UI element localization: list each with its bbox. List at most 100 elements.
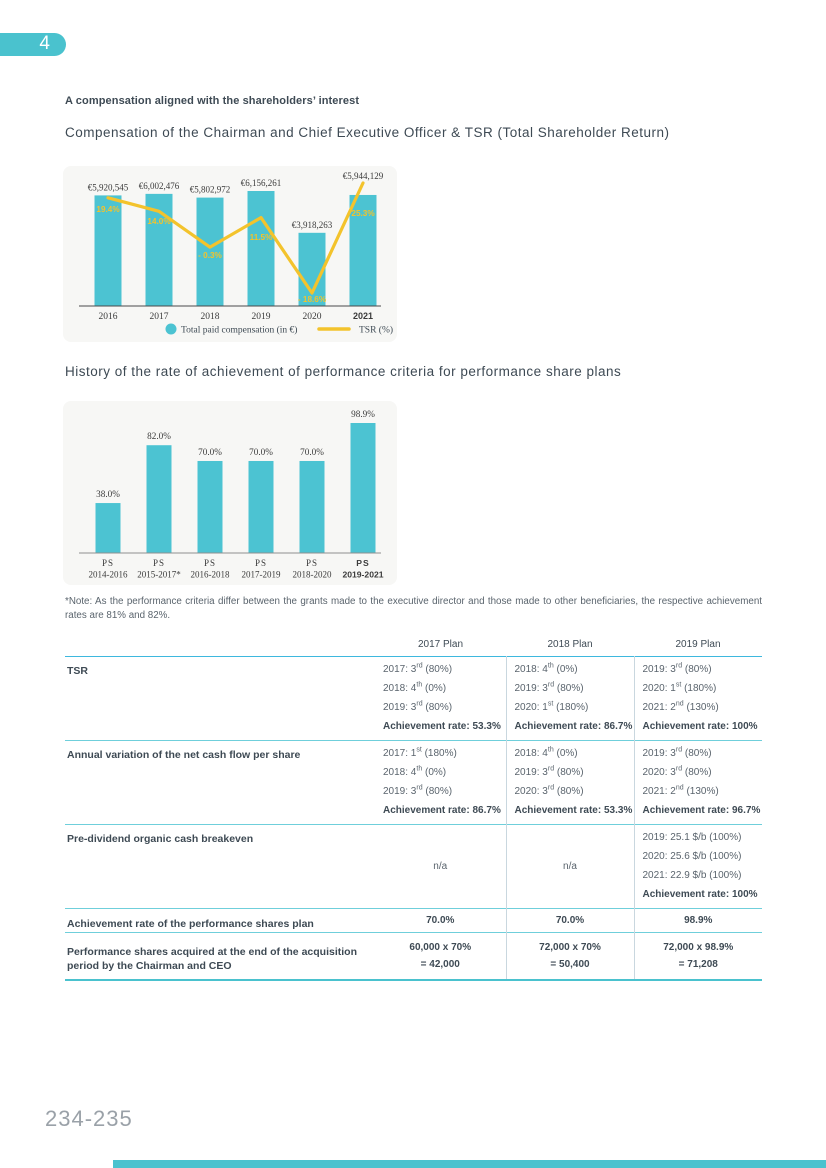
achievement-rate-line: Achievement rate: 53.3% — [383, 721, 501, 732]
achievement-value-label: 82.0% — [147, 431, 171, 441]
table-cell: n/a — [505, 824, 634, 909]
x-axis-labels: PS 2014-2016 PS 2015-2017* PS 2016-2018 PS 2017… — [89, 558, 384, 580]
row-label: Achievement rate of the performance shar… — [67, 917, 314, 930]
achievement-value-label: 70.0% — [300, 447, 324, 457]
tsr-value-label: - 0.3% — [198, 251, 222, 260]
achievement-rate-line: Achievement rate: 53.3% — [514, 805, 633, 816]
kicker-heading: A compensation aligned with the sharehol… — [65, 95, 360, 107]
footnote: *Note: As the performance criteria diffe… — [65, 596, 762, 621]
achievement-value-label: 70.0% — [198, 447, 222, 457]
table-cell: 2018: 4th (0%) 2019: 3rd (80%) 2020: 1st (… — [505, 656, 634, 741]
shares-calculation-line: 72,000 x 70% — [539, 942, 601, 953]
compensation-chart-title: Compensation of the Chairman and Chief E… — [65, 125, 670, 140]
achievement-value-label: 98.9% — [351, 409, 375, 419]
criterion-line: 2018: 4th (0%) — [383, 765, 447, 778]
table-cell: 2017: 3rd (80%) 2018: 4th (0%) 2019: 3rd (… — [375, 657, 506, 741]
achievement-rate-line: Achievement rate: 100% — [642, 889, 758, 900]
page-number: 234-235 — [45, 1106, 133, 1131]
footer-accent-bar — [113, 1160, 826, 1168]
performance-criteria-table: 2017 Plan 2018 Plan 2019 Plan TSR 2017: 3rd … — [65, 635, 762, 981]
criterion-line: 2018: 4th (0%) — [383, 681, 447, 694]
tsr-value-label: 14.0% — [147, 217, 171, 226]
compensation-tsr-chart: €5,920,545 €6,002,476 €5,802,972 €6,156,261… — [63, 166, 397, 342]
x-tick-label: 2017 — [150, 312, 169, 322]
tsr-labels: 19.4% 14.0% - 0.3% 11.5% - 18.6% 25.3% — [96, 205, 375, 304]
criteria-table: 2017 Plan 2018 Plan 2019 Plan TSR 2017: 3rd … — [65, 635, 762, 981]
criterion-line: 2019: 3rd (80%) — [642, 662, 712, 675]
legend-bar-label: Total paid compensation (in €) — [181, 325, 297, 336]
x-tick-label: 2021 — [353, 311, 373, 321]
x-axis-labels: 2016 2017 2018 2019 2020 2021 — [99, 311, 374, 322]
row-label: Pre-dividend organic cash breakeven — [67, 833, 254, 845]
tsr-value-label: 25.3% — [351, 209, 375, 218]
criterion-line: 2019: 3rd (80%) — [383, 700, 453, 713]
na-value: n/a — [433, 861, 448, 872]
x-tick-label-line2: 2016-2018 — [191, 570, 230, 580]
achievement-rate-line: Achievement rate: 86.7% — [514, 721, 633, 732]
criterion-line: 2019: 3rd (80%) — [514, 681, 584, 694]
rate-summary-value: 70.0% — [555, 915, 585, 926]
tsr-value-label: 11.5% — [250, 233, 273, 242]
criterion-line: 2020: 3rd (80%) — [642, 765, 712, 778]
achievement-bar — [299, 460, 325, 553]
x-tick-label-line2: 2015-2017* — [137, 570, 181, 580]
column-header: 2019 Plan — [675, 639, 721, 650]
criterion-line: 2019: 3rd (80%) — [383, 784, 453, 797]
shares-calculation-line: = 50,400 — [550, 959, 590, 970]
x-tick-label-line1: PS — [102, 558, 114, 568]
achievement-chart-title: History of the rate of achievement of pe… — [65, 364, 622, 379]
achievement-bars — [95, 423, 376, 553]
chapter-number: 4 — [39, 33, 50, 54]
criterion-line: 2018: 4th (0%) — [514, 662, 578, 675]
table-row: Annual variation of the net cash flow pe… — [65, 740, 762, 825]
criterion-line: 2021: 2nd (130%) — [642, 700, 719, 713]
bar-value-label: €3,918,263 — [292, 220, 333, 230]
rate-summary-value: 70.0% — [426, 915, 455, 926]
column-header: 2018 Plan — [547, 639, 593, 650]
shares-calculation-line: = 71,208 — [678, 959, 718, 970]
x-tick-label-line1: PS — [356, 558, 369, 568]
shares-calculation-line: = 42,000 — [420, 959, 460, 970]
column-header: 2017 Plan — [417, 639, 464, 650]
table-cell: 60,000 x 70% = 42,000 — [375, 933, 506, 981]
tsr-value-label: - 18.6% — [298, 295, 327, 304]
achievement-value-labels: 38.0% 82.0% 70.0% 70.0% 70.0% 98.9% — [96, 409, 375, 499]
achievement-bar — [248, 460, 274, 553]
x-tick-label: 2018 — [201, 312, 220, 322]
criterion-line: 2019: 25.1 $/b (100%) — [642, 832, 742, 843]
x-tick-label-line2: 2017-2019 — [242, 570, 281, 580]
bar-value-label: €5,944,129 — [343, 171, 384, 181]
tsr-value-label: 19.4% — [96, 205, 120, 214]
table-cell: 2019: 3rd (80%) 2020: 1st (180%) 2021: 2nd… — [633, 656, 762, 741]
x-tick-label-line1: PS — [153, 558, 165, 568]
achievement-rate-line: Achievement rate: 96.7% — [642, 805, 761, 816]
x-tick-label-line2: 2019-2021 — [342, 570, 383, 580]
table-row: TSR 2017: 3rd (80%) 2018: 4th (0%) 2019: 3r… — [65, 656, 762, 741]
bar-value-label: €5,802,972 — [190, 185, 231, 195]
achievement-bar — [95, 503, 121, 553]
table-row: Pre-dividend organic cash breakeven n/a n/… — [65, 824, 762, 909]
criterion-line: 2020: 25.6 $/b (100%) — [642, 851, 742, 862]
achievement-bar — [197, 460, 223, 553]
achievement-rate-line: Achievement rate: 100% — [642, 721, 758, 732]
table-cell: 70.0% — [375, 909, 506, 933]
bar-value-labels: €5,920,545 €6,002,476 €5,802,972 €6,156,261… — [88, 171, 384, 230]
x-tick-label-line2: 2018-2020 — [293, 570, 332, 580]
chapter-badge: 4 — [0, 33, 66, 56]
achievement-bar — [350, 423, 376, 553]
achievement-rate-svg: 38.0% 82.0% 70.0% 70.0% 70.0% 98.9% PS 2014-201… — [79, 409, 384, 580]
criterion-line: 2017: 3rd (80%) — [383, 662, 453, 675]
row-label: Annual variation of the net cash flow pe… — [67, 749, 301, 761]
table-cell: n/a — [375, 825, 506, 909]
table-cell: 72,000 x 70% = 50,400 — [505, 932, 634, 980]
chart-legend: Total paid compensation (in €) TSR (%) — [165, 323, 393, 336]
criterion-line: 2020: 1st (180%) — [642, 681, 717, 694]
bar-value-label: €6,156,261 — [241, 178, 282, 188]
compensation-bar — [196, 197, 224, 306]
rate-summary-value: 98.9% — [684, 915, 713, 926]
compensation-bar — [349, 194, 377, 306]
table-cell: 72,000 x 98.9% = 71,208 — [633, 932, 762, 980]
column-header-empty — [65, 635, 375, 657]
x-tick-label: 2016 — [99, 312, 118, 322]
achievement-bar — [146, 445, 172, 553]
